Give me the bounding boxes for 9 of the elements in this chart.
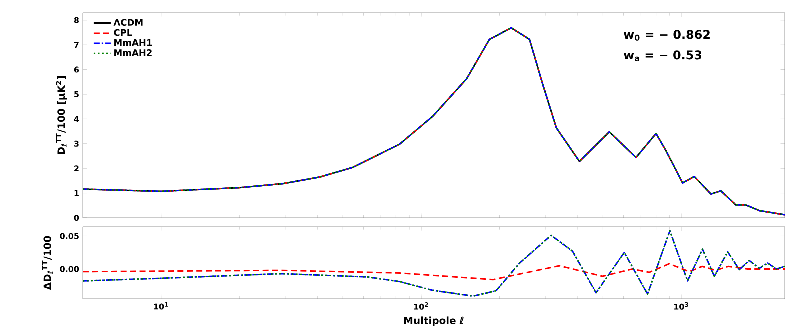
y-axis-title: ΔD$_{ℓ}$$^{TT}$/100 [42,236,53,290]
x-axis-title: Multipole ℓ [404,316,464,327]
annotation: w$_{0}$ = − 0.862 [624,30,710,42]
legend-label: MmAH2 [114,50,152,56]
legend-label: MmAH1 [114,40,152,46]
y-axis-title: D$_{ℓ}$$^{TT}$/100 [μK$^{2}$] [56,76,68,155]
legend-label: ΛCDM [114,19,143,26]
legend-label: CPL [114,30,132,36]
annotation: w$_{a}$ = − 0.53 [624,50,702,62]
